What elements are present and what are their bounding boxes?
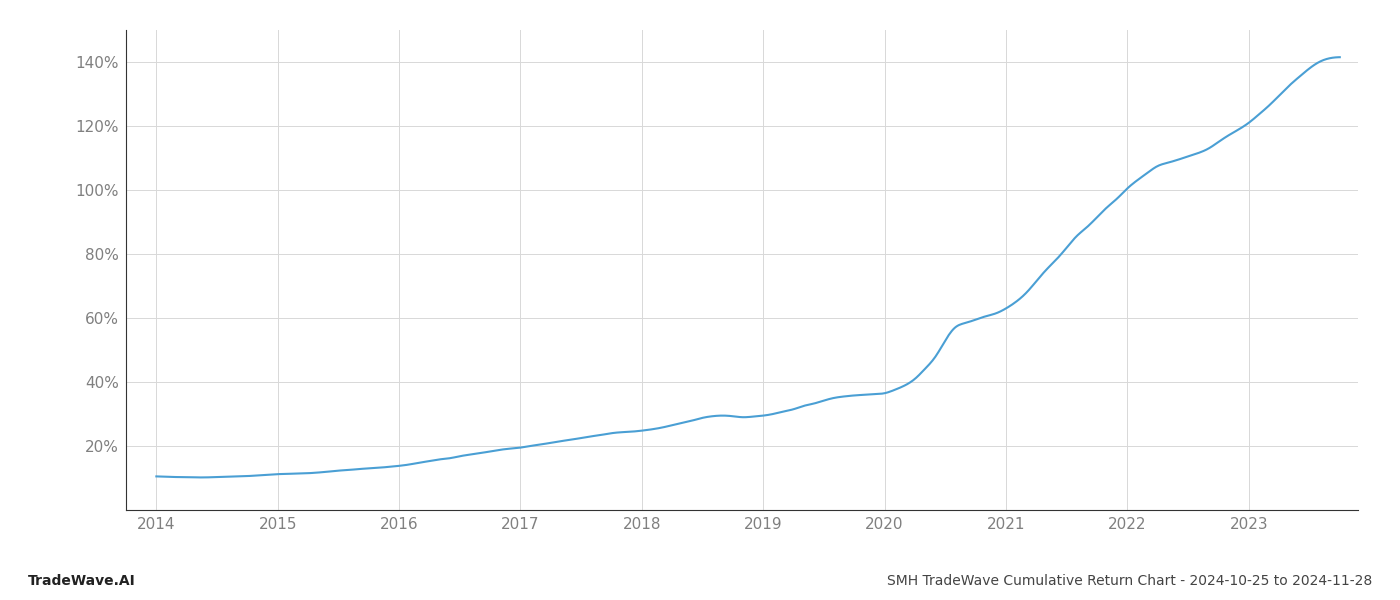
Text: SMH TradeWave Cumulative Return Chart - 2024-10-25 to 2024-11-28: SMH TradeWave Cumulative Return Chart - … bbox=[886, 574, 1372, 588]
Text: TradeWave.AI: TradeWave.AI bbox=[28, 574, 136, 588]
